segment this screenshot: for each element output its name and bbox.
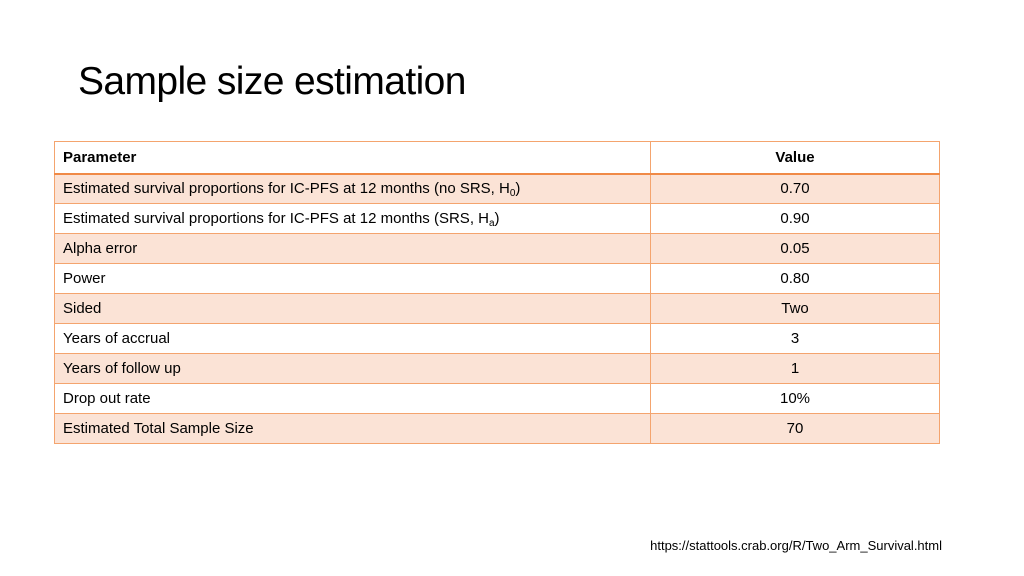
table-row: Estimated survival proportions for IC-PF… xyxy=(54,203,940,234)
value-cell: 0.70 xyxy=(650,173,940,204)
value-cell: Two xyxy=(650,293,940,324)
table-row: Estimated survival proportions for IC-PF… xyxy=(54,173,940,204)
parameter-label: Estimated survival proportions for IC-PF… xyxy=(63,210,489,227)
value-cell: 3 xyxy=(650,323,940,354)
parameter-suffix: ) xyxy=(515,180,521,198)
parameter-table-container: Parameter Value Estimated survival propo… xyxy=(54,141,940,444)
parameter-cell: Estimated survival proportions for IC-PF… xyxy=(54,173,651,204)
table-row: Estimated Total Sample Size 70 xyxy=(54,413,940,444)
parameter-cell: Sided xyxy=(54,293,651,324)
value-cell: 1 xyxy=(650,353,940,384)
value-cell: 70 xyxy=(650,413,940,444)
parameter-suffix: ) xyxy=(494,210,500,227)
table-row: Years of accrual 3 xyxy=(54,323,940,354)
parameter-column-header: Parameter xyxy=(54,141,651,175)
table-row: Alpha error 0.05 xyxy=(54,233,940,264)
source-url: https://stattools.crab.org/R/Two_Arm_Sur… xyxy=(650,538,942,553)
value-cell: 0.80 xyxy=(650,263,940,294)
value-cell: 10% xyxy=(650,383,940,414)
parameter-cell: Drop out rate xyxy=(54,383,651,414)
parameter-cell: Alpha error xyxy=(54,233,651,264)
value-cell: 0.05 xyxy=(650,233,940,264)
parameter-cell: Estimated survival proportions for IC-PF… xyxy=(54,203,651,234)
parameter-cell: Estimated Total Sample Size xyxy=(54,413,651,444)
table-row: Drop out rate 10% xyxy=(54,383,940,414)
parameter-subscript: 0 xyxy=(509,188,516,200)
parameter-cell: Years of follow up xyxy=(54,353,651,384)
slide-title: Sample size estimation xyxy=(78,60,466,103)
parameter-table: Parameter Value Estimated survival propo… xyxy=(54,141,940,444)
table-row: Sided Two xyxy=(54,293,940,324)
parameter-label: Estimated survival proportions for IC-PF… xyxy=(63,180,510,198)
value-cell: 0.90 xyxy=(650,203,940,234)
parameter-cell: Years of accrual xyxy=(54,323,651,354)
parameter-cell: Power xyxy=(54,263,651,294)
table-row: Years of follow up 1 xyxy=(54,353,940,384)
table-row: Power 0.80 xyxy=(54,263,940,294)
table-header-row: Parameter Value xyxy=(54,141,940,175)
parameter-subscript: a xyxy=(488,218,495,229)
value-column-header: Value xyxy=(650,141,940,175)
